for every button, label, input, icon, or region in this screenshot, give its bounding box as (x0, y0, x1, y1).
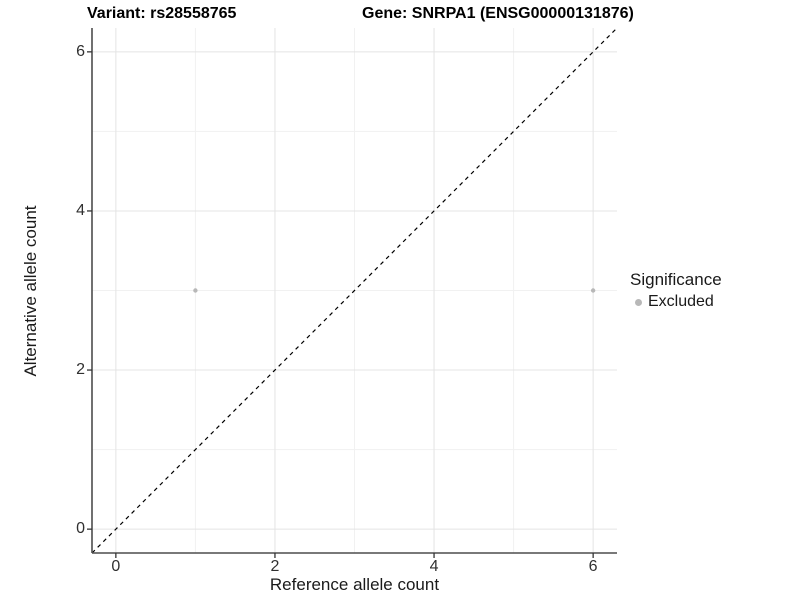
x-tick-label: 2 (270, 558, 280, 575)
x-tick-label: 4 (429, 558, 439, 575)
legend: Significance Excluded (630, 270, 722, 311)
legend-title: Significance (630, 270, 722, 289)
y-axis-title: Alternative allele count (21, 205, 40, 377)
x-tick-label: 6 (588, 558, 598, 575)
legend-item: Excluded (630, 293, 722, 311)
plot-title-variant: Variant: rs28558765 (87, 5, 237, 22)
y-tick-label: 0 (76, 520, 85, 538)
data-point (590, 288, 596, 293)
legend-items: Excluded (630, 293, 722, 311)
y-tick-label: 4 (76, 201, 85, 219)
identity-line (91, 27, 618, 554)
x-axis-title: Reference allele count (269, 575, 440, 594)
y-tick-label: 2 (76, 361, 85, 379)
x-tick-label: 0 (111, 558, 121, 575)
data-point (193, 288, 198, 293)
plot-title-gene: Gene: SNRPA1 (ENSG00000131876) (362, 5, 634, 22)
legend-point-icon (635, 298, 642, 306)
y-tick-label: 6 (76, 42, 85, 60)
legend-item-label: Excluded (648, 293, 714, 310)
